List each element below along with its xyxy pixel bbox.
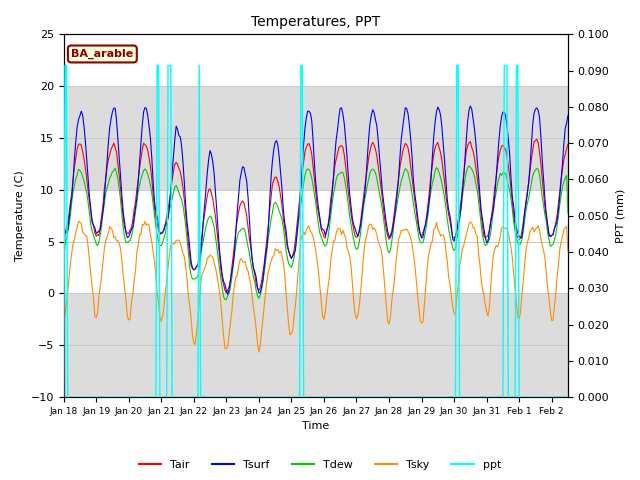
X-axis label: Time: Time (302, 421, 330, 432)
Title: Temperatures, PPT: Temperatures, PPT (251, 15, 380, 29)
Y-axis label: PPT (mm): PPT (mm) (615, 189, 625, 243)
Bar (63, 86, 568, 190)
Bar (63, 293, 568, 397)
Y-axis label: Temperature (C): Temperature (C) (15, 170, 25, 261)
Text: BA_arable: BA_arable (71, 49, 134, 59)
Legend: Tair, Tsurf, Tdew, Tsky, ppt: Tair, Tsurf, Tdew, Tsky, ppt (134, 456, 506, 474)
